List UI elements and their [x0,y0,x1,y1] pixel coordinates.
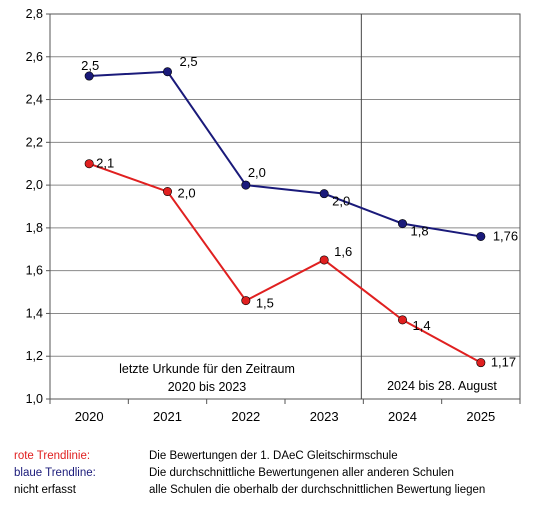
x-tick-label: 2020 [75,409,104,424]
data-label: 1,6 [334,244,352,259]
data-label: 1,8 [411,224,429,239]
x-tick-label: 2022 [231,409,260,424]
annotation-text-2: 2020 bis 2023 [168,380,247,394]
y-tick-label: 1,4 [26,306,43,320]
x-tick-label: 2023 [310,409,339,424]
data-point [319,255,329,265]
data-label: 1,5 [256,296,274,311]
data-label: 1,17 [491,355,516,370]
data-point [241,296,251,306]
data-label: 2,1 [96,156,114,171]
legend-key-blue: blaue Trendline: [14,467,96,479]
data-label: 1,4 [413,318,431,333]
y-axis-ticks: 1,0 1,2 1,4 1,6 1,8 2,0 2,2 2,4 2,6 2,8 [26,7,43,406]
data-point [163,187,173,197]
data-point [84,159,94,169]
data-label: 2,0 [248,165,266,180]
data-point [476,231,486,241]
grid-lines [46,13,521,404]
legend-key-red: rote Trendlinie: [14,450,91,462]
data-label: 2,5 [81,58,99,73]
legend-row-not-recorded: nicht erfasst alle Schulen die oberhalb … [14,482,544,499]
data-point [397,315,407,325]
legend: rote Trendlinie: Die Bewertungen der 1. … [14,448,544,499]
data-point [397,219,407,229]
data-point [241,180,251,190]
x-axis-ticks: 2020 2021 2022 2023 2024 2025 [75,409,496,424]
legend-row-blue: blaue Trendline: Die durchschnittliche B… [14,465,544,482]
legend-desc-red: Die Bewertungen der 1. DAeC Gleitschirms… [149,450,398,462]
series-line-1 [88,162,482,364]
series-line-0 [89,70,481,238]
y-tick-label: 2,2 [26,135,43,149]
y-tick-label: 2,8 [26,7,43,21]
y-tick-label: 1,6 [26,264,43,278]
legend-desc-blue: Die durchschnittliche Bewertungenen alle… [149,467,454,479]
legend-row-red: rote Trendlinie: Die Bewertungen der 1. … [14,448,544,465]
data-point [163,67,173,77]
data-label: 2,0 [178,186,196,201]
data-label: 1,76 [493,228,518,243]
line-chart: 1,01,21,41,61,82,02,22,42,62,8 2020 2021 2… [26,7,521,424]
y-tick-label: 2,4 [26,93,43,107]
annotation-text-1: letzte Urkunde für den Zeitraum [119,362,295,376]
legend-key-not-recorded: nicht erfasst [14,484,76,496]
data-label: 2,5 [180,54,198,69]
data-point [84,71,94,81]
x-tick-label: 2021 [153,409,182,424]
data-point [476,358,486,368]
y-tick-label: 1,8 [26,221,43,235]
plot-area-border [49,13,521,400]
x-tick-label: 2024 [388,409,417,424]
data-label: 2,0 [332,194,350,209]
y-tick-label: 1,2 [26,349,43,363]
y-tick-label: 2,0 [26,178,43,192]
series-group: 2,5 2,5 2,0 2,0 1,8 1,76 2,1 2,0 1,5 1,6 1,4 1,17 [81,54,518,370]
y-tick-label: 2,6 [26,50,43,64]
x-tick-label: 2025 [466,409,495,424]
data-point [319,189,329,199]
y-tick-label: 1,0 [26,392,43,406]
annotation-text-3: 2024 bis 28. August [387,379,497,393]
legend-desc-not-recorded: alle Schulen die oberhalb der durchschni… [149,484,486,496]
